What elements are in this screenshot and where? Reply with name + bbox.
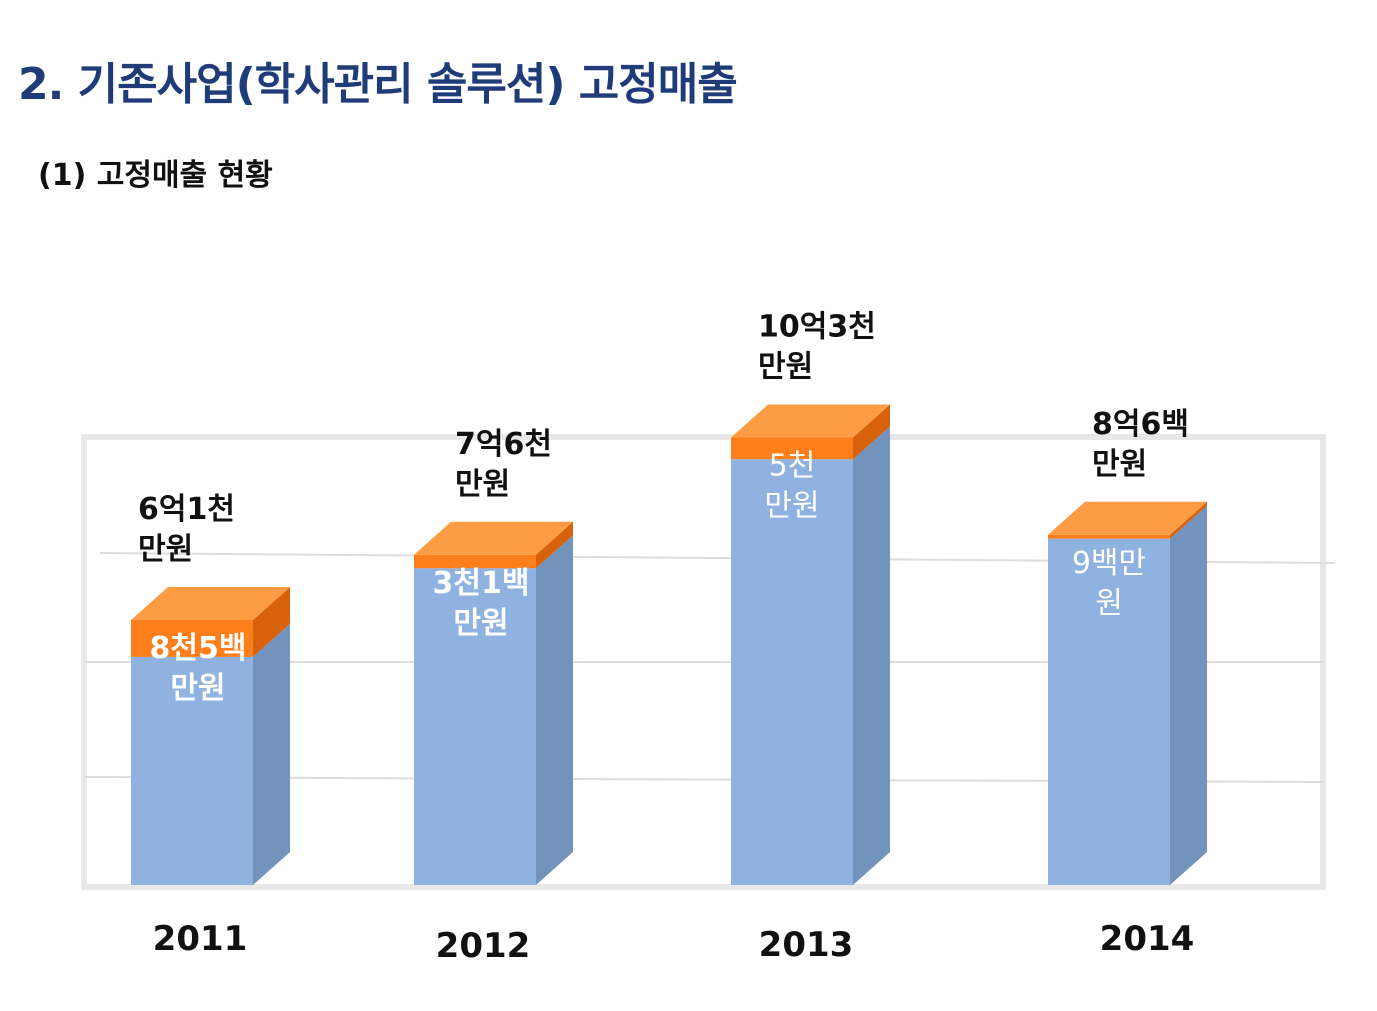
bar-increment-side: [536, 521, 573, 569]
bar-increment-top: [414, 521, 573, 555]
total-label-line: 만원: [758, 349, 813, 384]
bar-2011: [131, 586, 290, 885]
increment-label-line: 만원: [170, 671, 225, 706]
total-label-line: 만원: [1092, 447, 1147, 482]
bar-base-front: [131, 656, 253, 885]
bar-increment-top: [131, 586, 290, 620]
bar-base-side: [253, 623, 290, 885]
page-title: 2. 기존사업(학사관리 솔루션) 고정매출: [18, 59, 738, 110]
bar-base-front: [1048, 538, 1170, 885]
increment-label-line: 만원: [453, 606, 508, 641]
total-label-line: 8억6백: [1092, 407, 1189, 442]
bar-increment-side: [253, 586, 290, 657]
total-label-line: 7억6천: [455, 427, 552, 462]
section-subtitle: (1) 고정매출 현황: [38, 158, 273, 193]
total-label-line: 6억1천: [138, 492, 235, 527]
bar-increment-top: [1048, 501, 1207, 535]
increment-label-line: 3천1백: [433, 566, 530, 601]
bars-layer: [131, 404, 1207, 885]
x-tick-label: 2014: [1100, 919, 1195, 959]
total-label-line: 10억3천: [758, 309, 876, 344]
bar-increment-front: [1048, 534, 1170, 539]
total-label-line: 만원: [138, 532, 193, 567]
bar-base-side: [1170, 505, 1207, 885]
bar-increment-front: [414, 554, 536, 569]
bar-2013: [731, 404, 890, 885]
increment-label-line: 만원: [764, 488, 819, 523]
increment-label-line: 원: [1095, 586, 1123, 621]
x-tick-label: 2013: [759, 925, 854, 965]
bar-2012: [414, 521, 573, 885]
bar-increment-side: [1170, 501, 1207, 539]
increment-label-line: 9백만: [1072, 546, 1146, 581]
bar-increment-front: [731, 437, 853, 460]
increment-label-line: 8천5백: [150, 631, 247, 666]
bar-base-front: [414, 568, 536, 885]
bar-2014: [1048, 501, 1207, 885]
bar-increment-side: [853, 404, 890, 460]
bar-increment-top: [731, 404, 890, 438]
x-tick-label: 2012: [436, 926, 531, 966]
increment-label-line: 5천: [769, 448, 816, 483]
bar-base-side: [536, 535, 573, 885]
bar-base-side: [853, 426, 890, 885]
bar-base-front: [731, 459, 853, 885]
total-label-line: 만원: [455, 467, 510, 502]
bar-increment-front: [131, 619, 253, 657]
x-tick-label: 2011: [153, 919, 248, 959]
